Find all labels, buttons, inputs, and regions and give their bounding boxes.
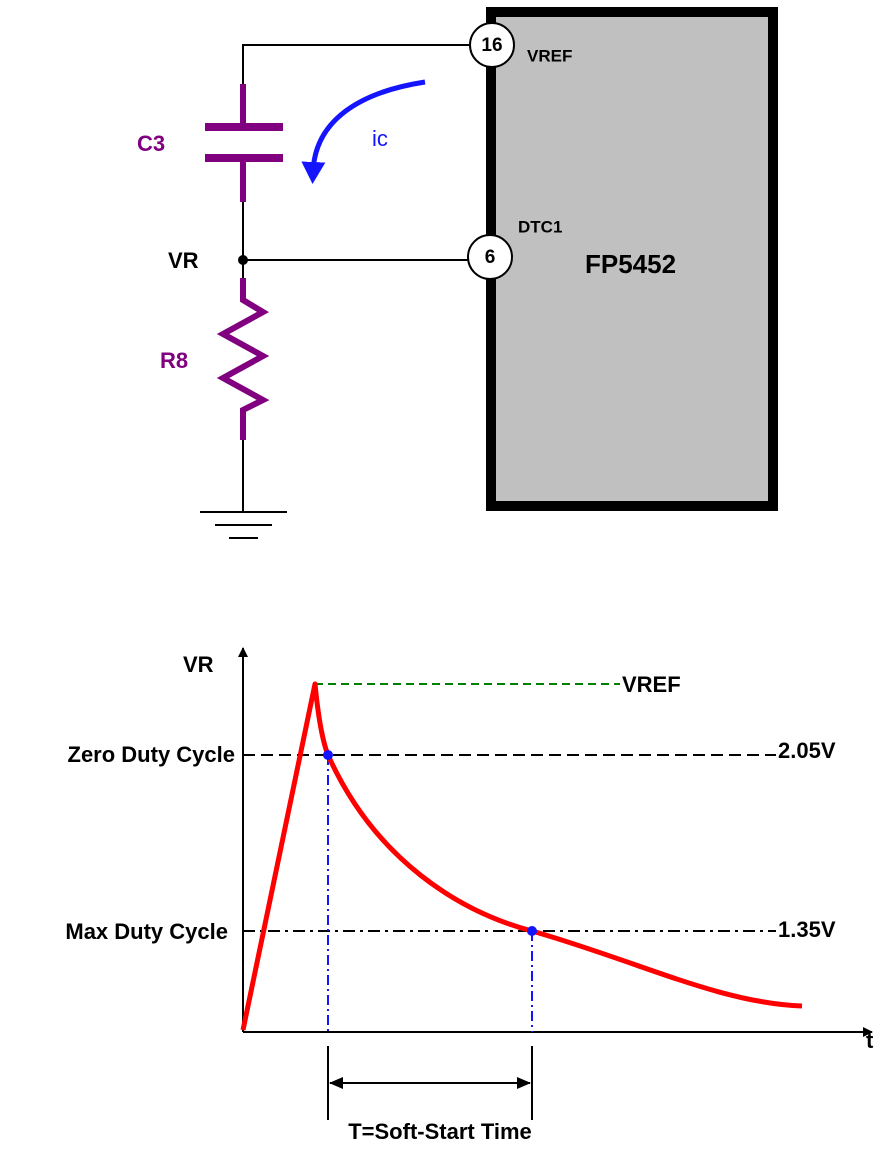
resistor-label: R8 [160,348,188,373]
level-name: Zero Duty Cycle [68,742,236,767]
pin-label: VREF [527,46,572,65]
level-name: Max Duty Cycle [65,919,228,944]
chip-label: FP5452 [585,249,676,279]
point [323,750,333,760]
level-value: 1.35V [778,917,836,942]
capacitor-label: C3 [137,131,165,156]
reference-label: VREF [622,672,681,697]
level-value: 2.05V [778,738,836,763]
current-label: ic [372,126,388,151]
pin [467,234,513,280]
pin-number: 6 [485,247,496,268]
capacitor [205,84,283,202]
y-axis-label: VR [183,652,214,677]
point [527,926,537,936]
interval-label: T=Soft-Start Time [348,1119,532,1144]
current-arrow [301,79,426,184]
pin [469,22,515,68]
x-axis-label: t [866,1028,874,1053]
wires [200,44,470,539]
pin-number: 16 [481,35,502,56]
resistor [216,278,270,440]
node-label: VR [168,248,199,273]
pin-label: DTC1 [518,217,562,236]
voltage-curve [240,681,803,1031]
node-dot [238,255,248,265]
